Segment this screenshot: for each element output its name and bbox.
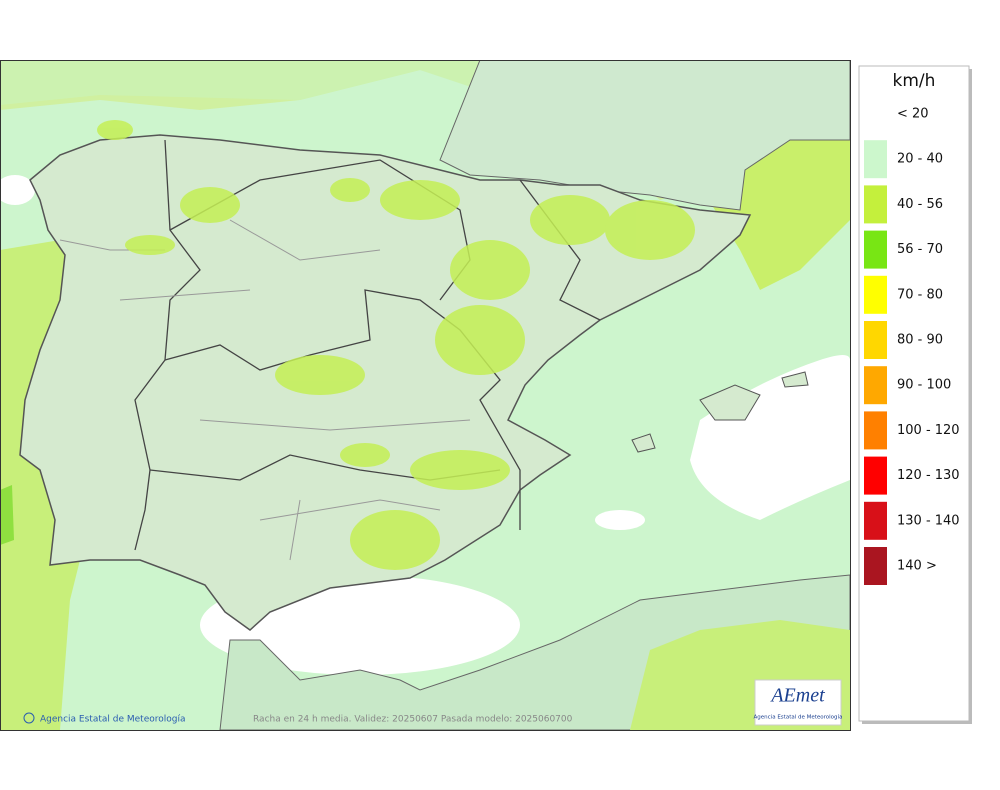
wind-zone xyxy=(380,180,460,220)
calm-area xyxy=(690,355,850,520)
legend-swatch xyxy=(864,366,887,405)
land-iberia xyxy=(19,134,752,631)
legend-label: 56 - 70 xyxy=(897,242,943,257)
land-france xyxy=(439,60,850,211)
logo-subtitle: Agencia Estatal de Meteorología xyxy=(754,714,843,721)
wind-zone xyxy=(605,200,695,260)
legend-label: 90 - 100 xyxy=(897,378,951,393)
legend-title: km/h xyxy=(893,71,936,91)
legend-swatch xyxy=(864,185,887,224)
wind-zone xyxy=(97,120,133,140)
legend-swatch xyxy=(864,456,887,495)
legend-swatch xyxy=(864,140,887,179)
legend-swatch xyxy=(864,321,887,359)
legend-swatch xyxy=(864,547,887,585)
credit: Agencia Estatal de Meteorología xyxy=(40,715,186,725)
caption: Racha en 24 h media. Validez: 20250607 P… xyxy=(253,715,573,725)
legend-label: 70 - 80 xyxy=(897,287,943,302)
wind-area xyxy=(0,60,500,105)
wind-zone xyxy=(450,240,530,300)
map-layer xyxy=(0,60,850,730)
wind-area xyxy=(0,485,14,545)
legend-label: < 20 xyxy=(897,107,929,122)
wind-zone xyxy=(330,178,370,202)
legend-swatch xyxy=(864,95,887,133)
calm-area xyxy=(595,510,645,530)
wind-zone xyxy=(435,305,525,375)
legend-swatch xyxy=(864,230,887,269)
wind-zone xyxy=(410,450,510,490)
legend-label: 100 - 120 xyxy=(897,423,960,438)
island xyxy=(781,371,809,388)
wind-zone xyxy=(125,235,175,255)
wind-zone xyxy=(350,510,440,570)
legend-label: 40 - 56 xyxy=(897,197,943,212)
border xyxy=(164,289,521,530)
legend-items: < 20 20 - 40 40 - 56 56 - 70 70 - 80 80 - 90 9… xyxy=(864,95,960,585)
wind-zone xyxy=(530,195,610,245)
legend-label: 140 > xyxy=(897,559,937,574)
legend-swatch xyxy=(864,275,887,314)
legend-label: 120 - 130 xyxy=(897,468,960,483)
border xyxy=(59,219,471,561)
wind-zone xyxy=(275,355,365,395)
wind-zone xyxy=(180,187,240,223)
wind-zones xyxy=(97,120,695,570)
island xyxy=(631,433,656,453)
map-frame xyxy=(0,60,851,731)
legend-label: 80 - 90 xyxy=(897,333,943,348)
calm-area xyxy=(0,175,35,205)
legend-label: 130 - 140 xyxy=(897,513,960,528)
legend-swatch xyxy=(864,501,887,540)
legend-swatch xyxy=(864,411,887,450)
wind-zone xyxy=(340,443,390,467)
logo-name: AEmet xyxy=(769,685,825,707)
island xyxy=(699,384,761,421)
logo-box xyxy=(754,679,842,726)
copyright-icon xyxy=(23,712,35,724)
legend-label: 20 - 40 xyxy=(897,152,943,167)
